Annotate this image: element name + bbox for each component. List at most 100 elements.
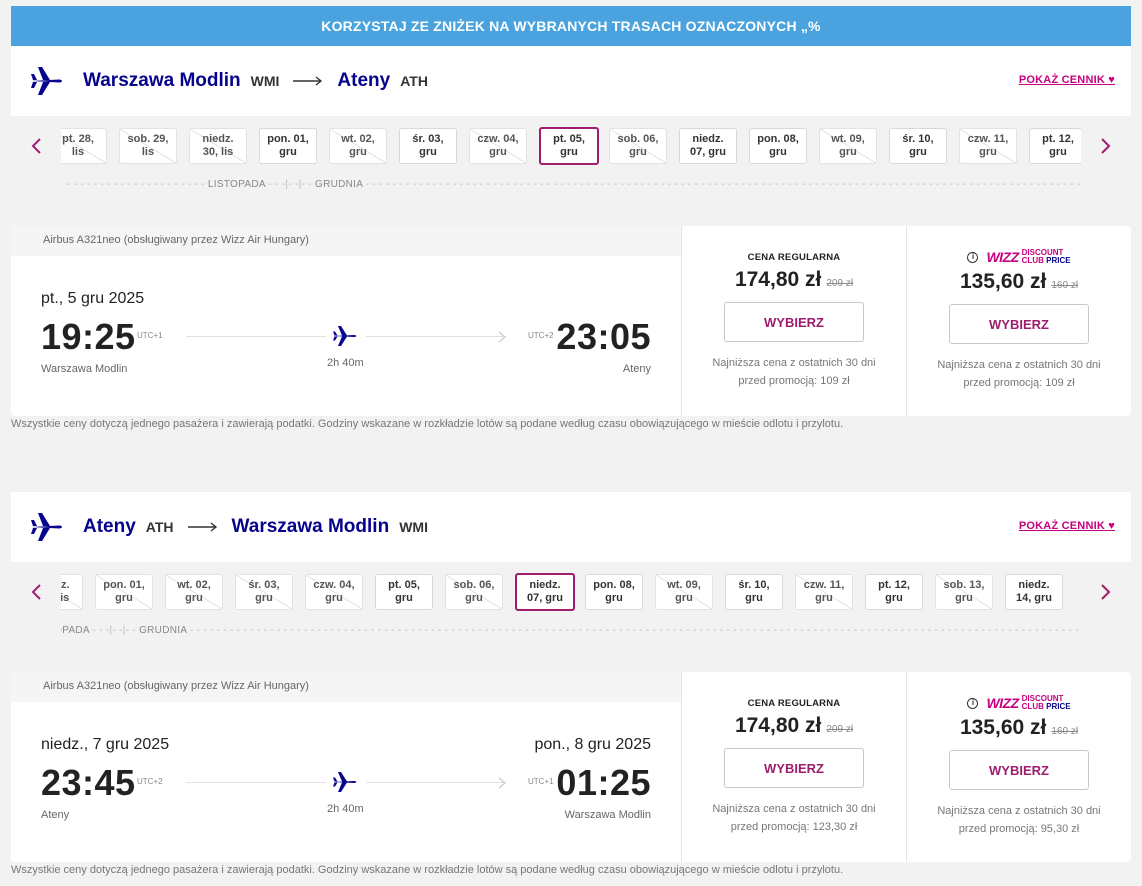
- month-labels: LISTOPADA - - -|- -|- - GRUDNIA - - - - …: [61, 625, 1081, 636]
- promo-banner-text: KORZYSTAJ ZE ZNIŻEK NA WYBRANYCH TRASACH…: [321, 18, 821, 34]
- date-cell-month: 07, gru: [689, 146, 727, 158]
- destination-code: WMI: [399, 519, 428, 535]
- date-cell-month: lis: [141, 146, 155, 158]
- flight-duration: 2h 40m: [327, 357, 364, 369]
- date-cell-month: 07, gru: [526, 592, 564, 604]
- departure-airport: Warszawa Modlin: [41, 363, 128, 375]
- date-cell: wt. 02, gru: [329, 128, 387, 164]
- date-cell[interactable]: śr. 10, gru: [725, 574, 783, 610]
- arrival-time: 01:25: [556, 762, 651, 803]
- date-cell-day: sob. 29,: [127, 133, 169, 145]
- date-cell: czw. 04, gru: [305, 574, 363, 610]
- date-cell-month: gru: [955, 592, 973, 604]
- date-cell: niedz.30, lis: [189, 128, 247, 164]
- origin-city: Warszawa Modlin: [83, 70, 241, 91]
- date-cell-day: pt. 12,: [878, 579, 910, 591]
- date-cell-month: gru: [629, 146, 647, 158]
- date-cell-day: niedz.: [529, 579, 561, 591]
- date-cell[interactable]: pt. 05, gru: [539, 127, 599, 165]
- aircraft-info: Airbus A321neo (obsługiwany przez Wizz A…: [11, 226, 681, 256]
- date-cell-month: gru: [255, 592, 273, 604]
- date-cell: czw. 11, gru: [959, 128, 1017, 164]
- departure-time: 23:45: [41, 762, 136, 803]
- airplane-icon: [29, 63, 65, 99]
- date-cell[interactable]: pt. 05, gru: [375, 574, 433, 610]
- date-cell[interactable]: niedz. 14, gru: [1005, 574, 1063, 610]
- date-cell[interactable]: niedz. 07, gru: [515, 573, 575, 611]
- chevron-right-icon: [1101, 138, 1111, 154]
- date-cell: czw. 11, gru: [795, 574, 853, 610]
- outbound-route-header: Warszawa Modlin WMI Ateny ATH POKAŻ CENN…: [11, 46, 1131, 116]
- show-prices-link[interactable]: POKAŻ CENNIK ♥: [1019, 74, 1115, 86]
- date-cell[interactable]: pon. 08, gru: [585, 574, 643, 610]
- date-cell-month: gru: [185, 592, 203, 604]
- date-cell: śr. 03, gru: [235, 574, 293, 610]
- date-cell-day: śr. 03,: [248, 579, 280, 591]
- date-cell[interactable]: śr. 03, gru: [399, 128, 457, 164]
- flight-line: [186, 336, 326, 337]
- date-cell: pon. 01, gru: [95, 574, 153, 610]
- date-cell-day: wt. 09,: [831, 133, 865, 145]
- select-regular-fare-button[interactable]: WYBIERZ: [724, 748, 864, 788]
- regular-fare: CENA REGULARNA 174,80 zł 209 zł WYBIERZ N…: [681, 226, 906, 416]
- inbound-route-header: Ateny ATH Warszawa Modlin WMI POKAŻ CENN…: [11, 492, 1131, 562]
- date-cell[interactable]: śr. 10, gru: [889, 128, 947, 164]
- date-cell-month: gru: [909, 146, 927, 158]
- club-fare: i WIZZ DISCOUNT CLUB PRICE 135,60 zł 160 zł…: [906, 672, 1131, 862]
- date-cell-month: gru: [395, 592, 413, 604]
- show-prices-label: POKAŻ CENNIK: [1018, 74, 1105, 86]
- date-cell-month: gru: [815, 592, 833, 604]
- prev-dates-button[interactable]: [26, 580, 46, 604]
- regular-fare-title: CENA REGULARNA: [747, 698, 841, 709]
- select-club-fare-button[interactable]: WYBIERZ: [949, 750, 1089, 790]
- select-club-fare-button[interactable]: WYBIERZ: [949, 304, 1089, 344]
- date-cell-day: śr. 03,: [412, 133, 444, 145]
- date-cell-day: czw. 04,: [313, 579, 355, 591]
- heart-icon: ♥: [1108, 520, 1115, 532]
- month-next-label: GRUDNIA: [139, 625, 187, 636]
- origin-code: WMI: [250, 73, 280, 89]
- prev-dates-button[interactable]: [26, 134, 46, 158]
- info-icon[interactable]: i: [967, 697, 979, 709]
- chevron-left-icon: [31, 138, 41, 154]
- club-price: 135,60 zł: [959, 716, 1047, 739]
- date-cell[interactable]: pon. 08, gru: [749, 128, 807, 164]
- date-cell-month: gru: [489, 146, 507, 158]
- aircraft-info: Airbus A321neo (obsługiwany przez Wizz A…: [11, 672, 681, 702]
- date-cell[interactable]: pt. 12, gru: [865, 574, 923, 610]
- date-cell-day: pon. 01,: [267, 133, 309, 145]
- date-cell: sob. 29, lis: [119, 128, 177, 164]
- next-dates-button[interactable]: [1096, 134, 1116, 158]
- date-cell-month: lis: [71, 146, 85, 158]
- promo-banner: KORZYSTAJ ZE ZNIŻEK NA WYBRANYCH TRASACH…: [11, 6, 1131, 46]
- lowest-price-note: Najniższa cena z ostatnich 30 dni przed …: [937, 805, 1101, 835]
- date-cell-day: pon. 08,: [757, 133, 799, 145]
- select-regular-fare-button[interactable]: WYBIERZ: [724, 302, 864, 342]
- date-cell-day: śr. 10,: [902, 133, 934, 145]
- lowest-price-note: Najniższa cena z ostatnich 30 dni przed …: [712, 357, 876, 387]
- info-icon[interactable]: i: [967, 251, 979, 263]
- date-cell[interactable]: niedz. 07, gru: [679, 128, 737, 164]
- date-cell-day: czw. 11,: [803, 579, 845, 591]
- date-cell: pt. 28, lis: [61, 128, 107, 164]
- airplane-icon: [332, 770, 358, 794]
- show-prices-link[interactable]: POKAŻ CENNIK ♥: [1019, 520, 1115, 532]
- regular-old-price: 209 zł: [826, 724, 854, 735]
- date-cell[interactable]: pon. 01, gru: [259, 128, 317, 164]
- date-cell-month: 14, gru: [1015, 592, 1053, 604]
- date-cell-day: wt. 02,: [341, 133, 375, 145]
- date-cell-day: pt. 28,: [62, 133, 94, 145]
- arrival-airport: Ateny: [622, 363, 651, 375]
- next-dates-button[interactable]: [1096, 580, 1116, 604]
- date-cell-month: gru: [769, 146, 787, 158]
- date-cell: sob. 06, gru: [609, 128, 667, 164]
- date-cell-day: niedz.: [61, 579, 70, 591]
- departure-airport: Ateny: [41, 809, 70, 821]
- club-price: 135,60 zł: [959, 270, 1047, 293]
- date-cell[interactable]: pt. 12, gru: [1029, 128, 1081, 164]
- flight-duration: 2h 40m: [327, 803, 364, 815]
- departure-time: 19:25: [41, 316, 136, 357]
- date-cell-month: gru: [745, 592, 763, 604]
- date-cell: sob. 06, gru: [445, 574, 503, 610]
